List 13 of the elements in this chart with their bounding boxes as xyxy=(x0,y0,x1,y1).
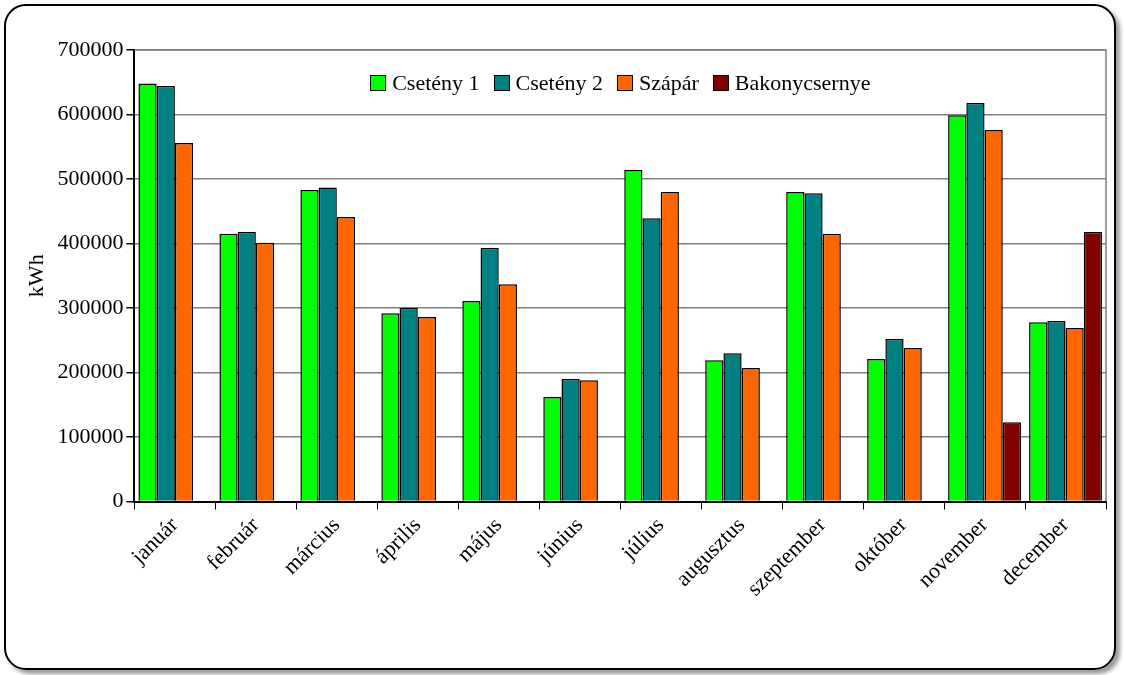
y-tick-label: 300000 xyxy=(57,293,124,319)
y-tick-label: 500000 xyxy=(57,164,124,190)
y-axis-title: kWh xyxy=(22,254,48,298)
y-tick-label: 600000 xyxy=(57,100,124,126)
y-tick-label: 100000 xyxy=(57,422,124,448)
y-tick-label: 200000 xyxy=(57,358,124,384)
y-tick-label: 400000 xyxy=(57,229,124,255)
y-tick-label: 700000 xyxy=(57,35,124,61)
legend-label: Bakonycsernye xyxy=(734,70,871,96)
legend-label: Csetény 2 xyxy=(515,70,603,96)
legend-label: Csetény 1 xyxy=(392,70,480,96)
legend-label: Szápár xyxy=(638,70,699,96)
y-tick-label: 0 xyxy=(112,487,124,513)
